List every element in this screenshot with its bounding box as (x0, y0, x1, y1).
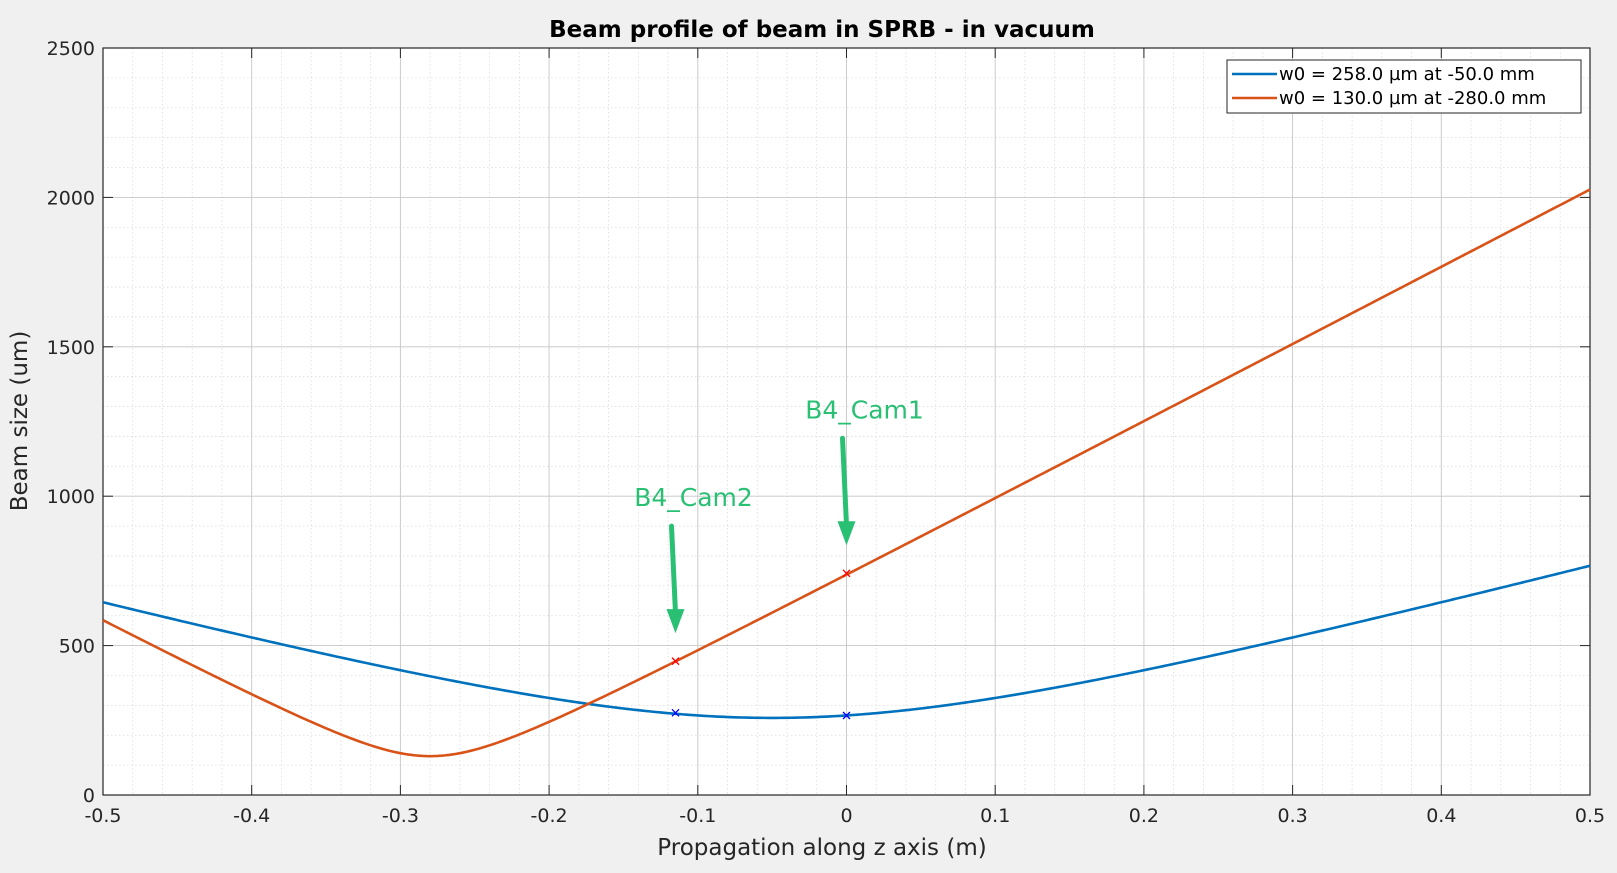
axis-ticks: -0.5 -0.4 -0.3 -0.2 -0.1 0 0.1 0.2 0.3 0.4 0.5 0 500… (47, 38, 1605, 827)
annotation-arrow-head (837, 521, 856, 546)
annotation-arrow-shaft (668, 523, 678, 616)
y-axis-label: Beam size (um) (7, 331, 33, 512)
x-tick-label: -0.5 (84, 805, 121, 827)
annotation-label: B4_Cam2 (634, 483, 753, 512)
annotation-arrow-head (666, 609, 685, 634)
legend-box (1226, 59, 1582, 114)
y-tick-label: 1000 (47, 486, 95, 508)
data-marker (671, 657, 680, 666)
x-tick-label: 0.4 (1426, 805, 1456, 827)
annotation-b4-cam1: B4_Cam1 (805, 395, 924, 546)
annotation-b4-cam2: B4_Cam2 (634, 483, 753, 634)
y-tick-label: 500 (59, 636, 95, 658)
x-tick-label: 0.5 (1575, 805, 1605, 827)
annotation-arrow-shaft (840, 435, 849, 528)
data-marker (842, 711, 851, 720)
series-line-2 (102, 188, 1591, 758)
legend-label-series-1: w0 = 258.0 µm at -50.0 mm (1279, 64, 1535, 85)
x-tick-label: 0 (840, 805, 852, 827)
x-tick-label: 0.1 (980, 805, 1010, 827)
marker-layer (671, 569, 851, 720)
x-tick-label: -0.2 (531, 805, 568, 827)
annotation-layer: B4_Cam1 B4_Cam2 (634, 395, 924, 634)
y-tick-label: 1500 (47, 337, 95, 359)
data-marker (671, 708, 680, 717)
legend-label-series-2: w0 = 130.0 µm at -280.0 mm (1279, 88, 1546, 109)
x-axis-label: Propagation along z axis (m) (657, 835, 986, 861)
x-tick-label: -0.1 (679, 805, 716, 827)
y-tick-label: 2500 (47, 38, 95, 60)
chart-title: Beam profile of beam in SPRB - in vacuum (549, 17, 1095, 43)
annotation-label: B4_Cam1 (805, 395, 924, 424)
y-tick-label: 2000 (47, 187, 95, 209)
legend: w0 = 258.0 µm at -50.0 mm w0 = 130.0 µm … (1226, 59, 1582, 114)
x-tick-label: -0.3 (382, 805, 419, 827)
x-tick-label: 0.3 (1277, 805, 1307, 827)
y-tick-label: 0 (83, 785, 95, 807)
data-marker (842, 569, 851, 578)
x-tick-label: 0.2 (1129, 805, 1159, 827)
x-tick-label: -0.4 (233, 805, 270, 827)
